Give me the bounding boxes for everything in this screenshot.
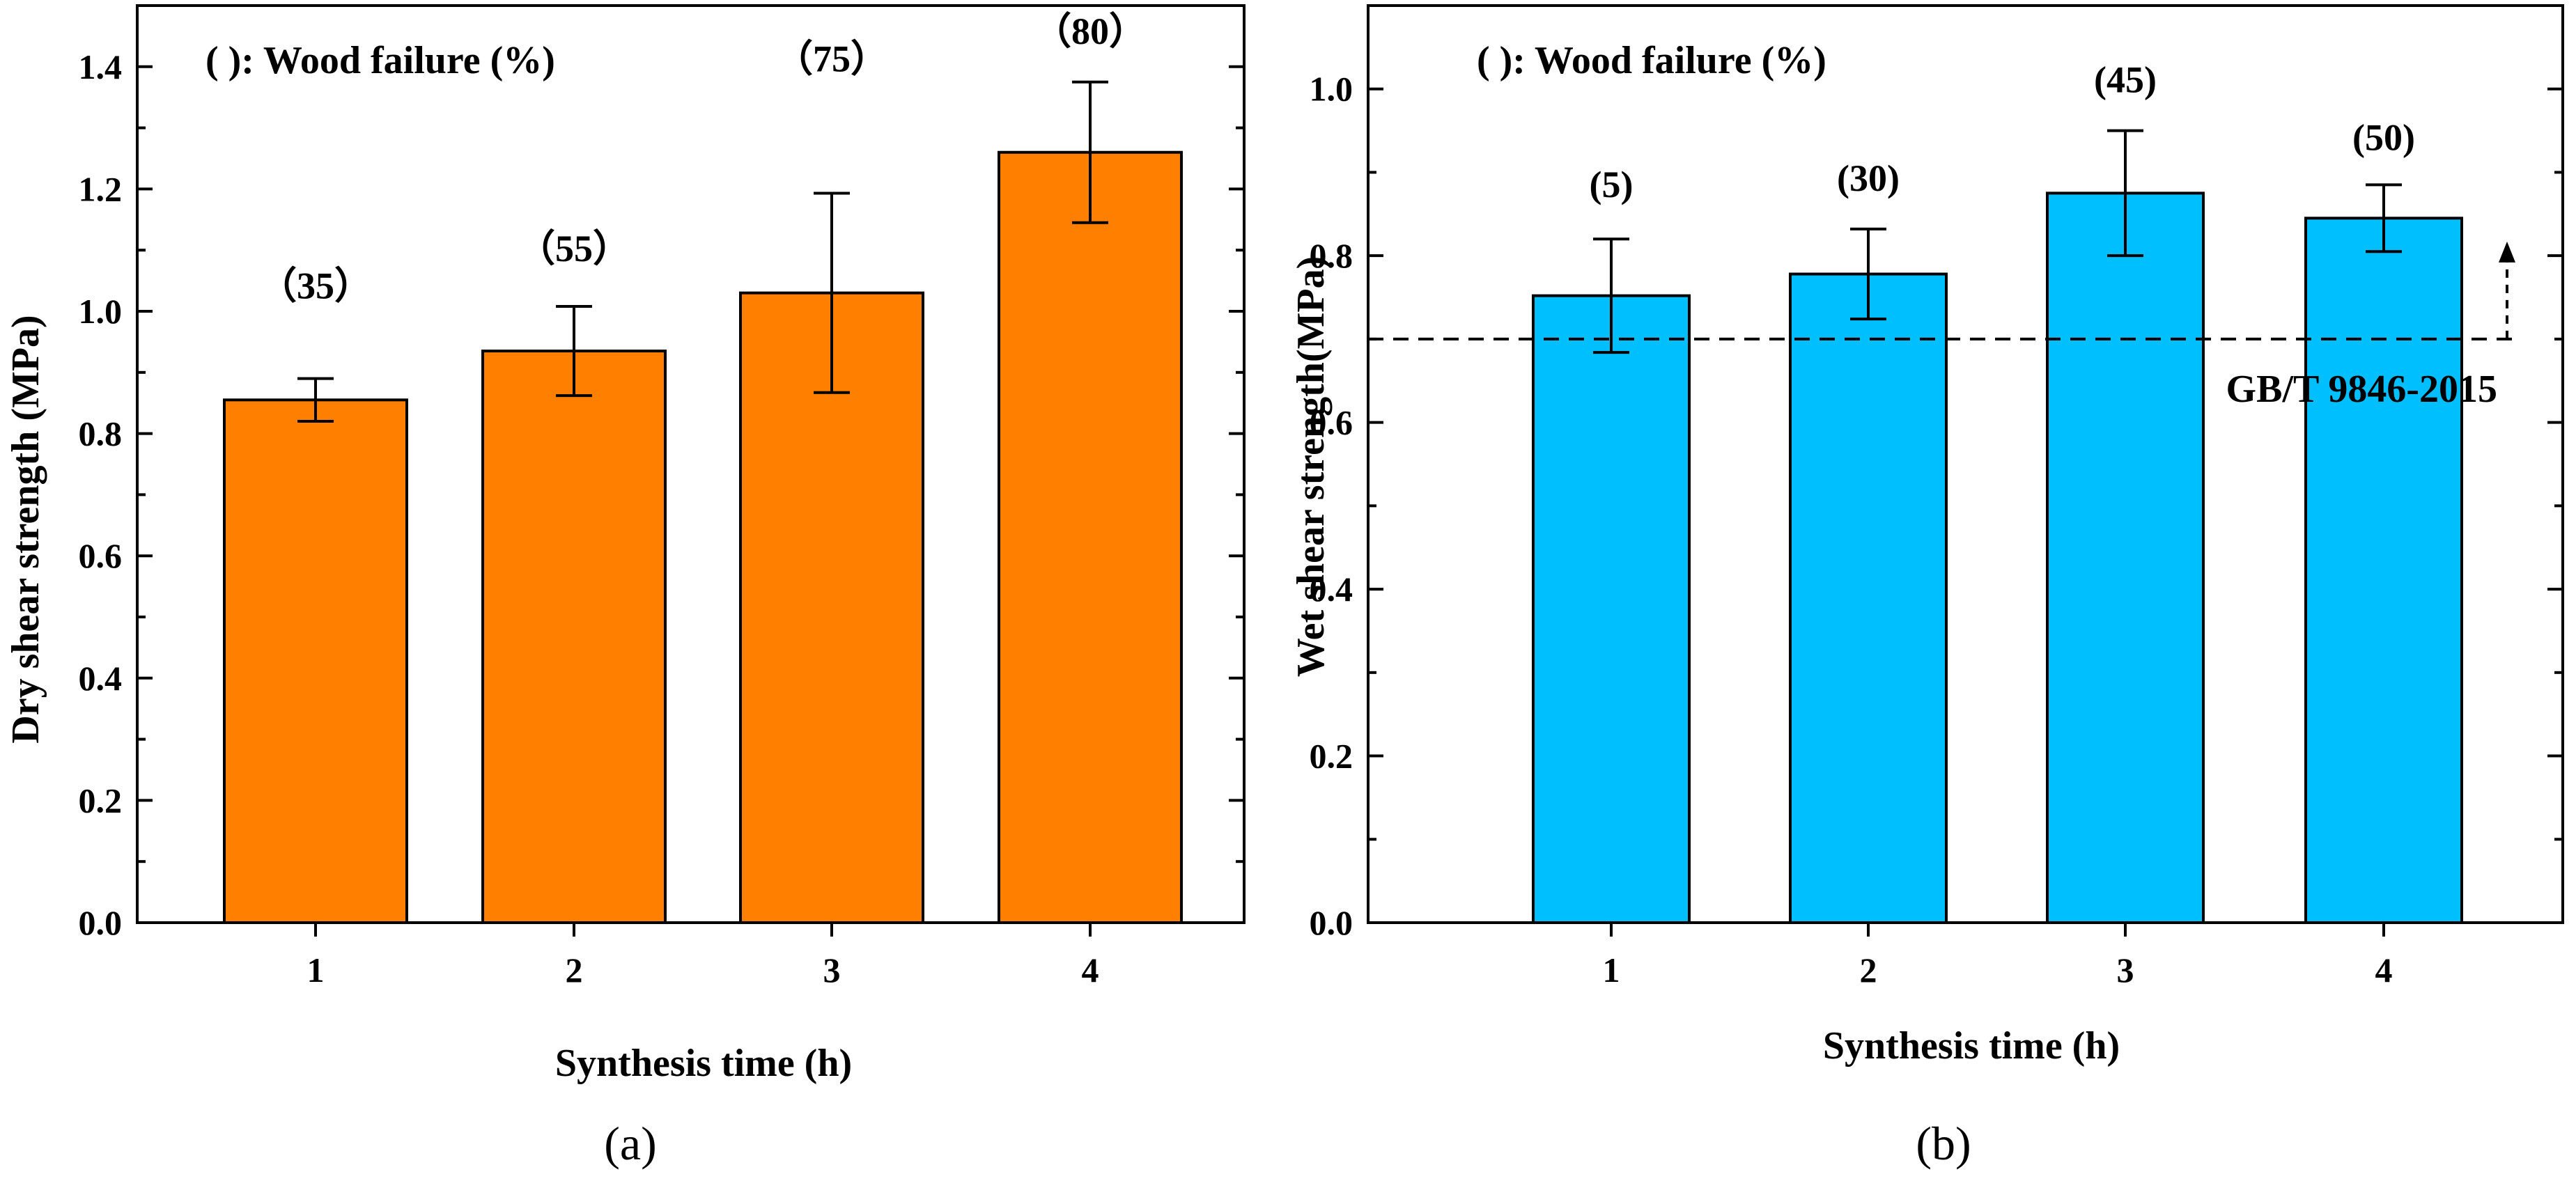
data-label: （80）	[1034, 10, 1147, 52]
panel-b-chart: (5) (30) (45) (50) GB/T 9846-2015 0.0 0.2 0.4 0.…	[1289, 4, 2564, 1170]
y-axis-label: Wet shear strength(MPa)	[1289, 256, 1333, 678]
data-label: (50)	[2352, 116, 2415, 158]
data-label: (5)	[1590, 164, 1634, 205]
data-label: （35）	[259, 265, 372, 307]
reference-arrow-head	[2499, 241, 2515, 263]
y-tick-label: 0.2	[79, 781, 123, 820]
y-tick-label: 0.6	[1310, 403, 1353, 442]
y-tick-label: 0.4	[79, 659, 123, 698]
x-tick-label: 4	[1082, 951, 1099, 990]
bar	[2046, 191, 2205, 924]
y-axis-label: Dry shear strength (MPa)	[4, 315, 47, 743]
wood-failure-note: ( ): Wood failure (%)	[1477, 39, 1826, 82]
wood-failure-note: ( ): Wood failure (%)	[205, 39, 555, 82]
y-tick-label: 0.0	[1310, 903, 1353, 942]
panel-label: (b)	[1916, 1117, 1971, 1170]
y-tick-label: 0.4	[1310, 570, 1353, 609]
y-tick-label: 1.2	[79, 169, 123, 208]
data-label: (45)	[2094, 59, 2157, 101]
y-tick-label: 1.0	[79, 292, 123, 331]
x-tick-label: 3	[823, 951, 841, 990]
bar	[1789, 272, 1948, 925]
y-tick-label: 0.0	[79, 903, 123, 942]
x-tick-label: 1	[1603, 951, 1620, 990]
x-tick-label: 2	[566, 951, 583, 990]
data-label: （75）	[775, 38, 888, 80]
x-tick-label: 2	[1860, 951, 1877, 990]
plot-frame	[1367, 4, 2564, 924]
bar	[739, 291, 924, 925]
bar	[1532, 294, 1691, 925]
x-tick-label: 4	[2375, 951, 2393, 990]
plot-frame	[136, 4, 1246, 924]
bar	[481, 350, 667, 924]
y-tick-label: 0.6	[79, 536, 123, 575]
x-axis-label: Synthesis time (h)	[555, 1042, 852, 1085]
x-tick-label: 1	[307, 951, 325, 990]
panel-label: (a)	[604, 1117, 656, 1170]
data-label: （55）	[518, 228, 630, 269]
reference-label: GB/T 9846-2015	[2226, 368, 2497, 411]
panel-a-chart: （35） （55） （75） （80） 0.0 0.2 0.4 0.6 0.8 1.0 1.2 1.4…	[4, 4, 1246, 1170]
y-tick-label: 0.8	[1310, 236, 1353, 275]
x-axis-label: Synthesis time (h)	[1823, 1024, 2120, 1067]
y-tick-label: 1.0	[1310, 70, 1353, 109]
bar	[2304, 217, 2463, 924]
bar	[223, 398, 408, 924]
x-tick-label: 3	[2117, 951, 2134, 990]
y-tick-label: 0.2	[1310, 737, 1353, 776]
y-tick-label: 0.8	[79, 414, 123, 453]
y-tick-label: 1.4	[79, 47, 123, 86]
bar	[998, 150, 1183, 925]
data-label: (30)	[1837, 157, 1900, 199]
